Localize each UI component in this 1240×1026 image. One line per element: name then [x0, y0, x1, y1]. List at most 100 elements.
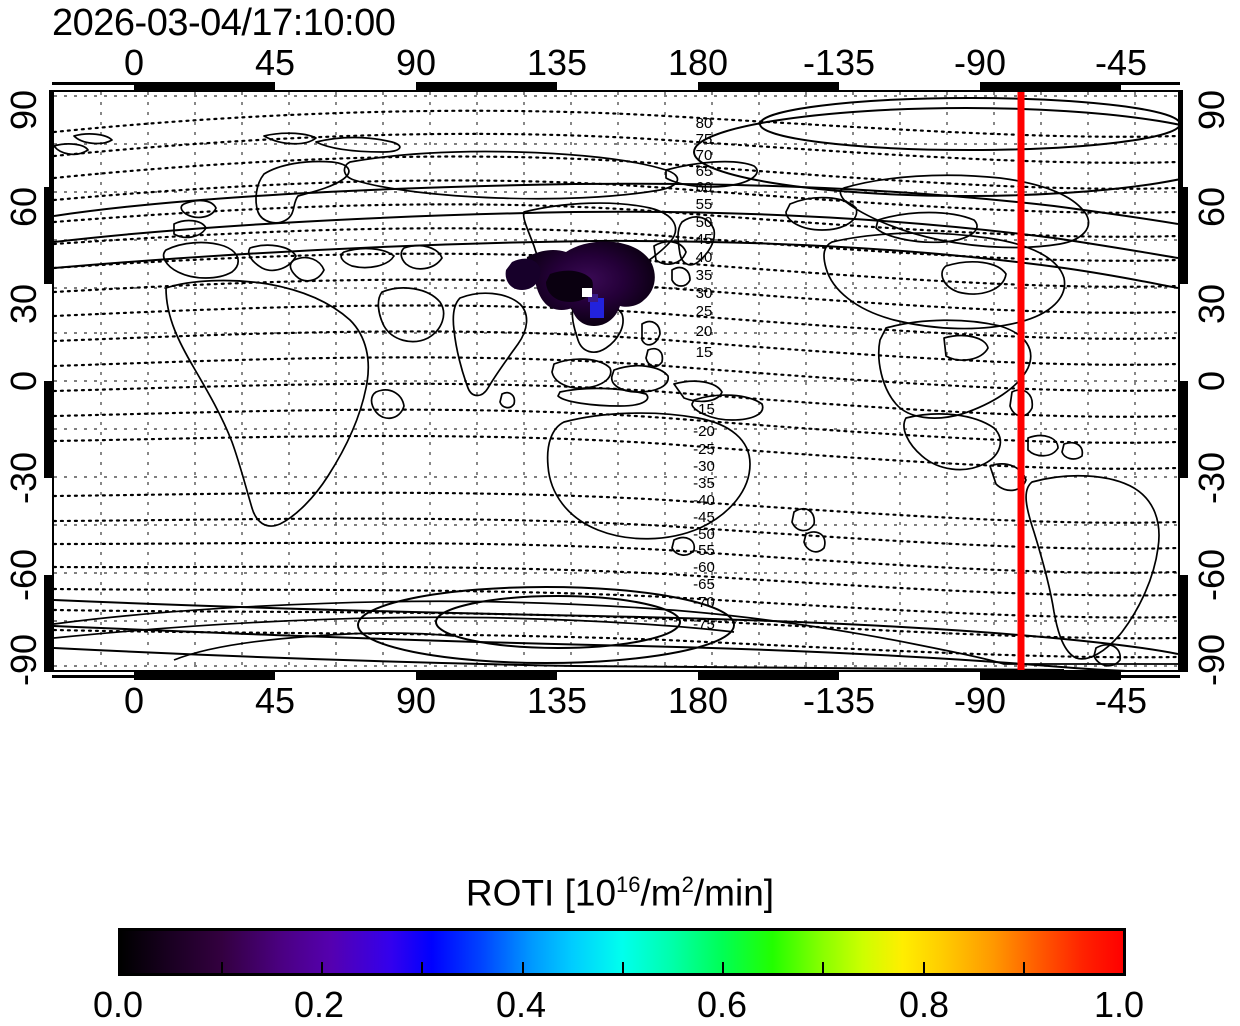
mlat-label-20: 20 [696, 323, 713, 340]
mlat-label-m70: -70 [693, 594, 715, 611]
page-title: 2026-03-04/17:10:00 [52, 2, 396, 44]
mlat-label-75: 75 [696, 131, 713, 148]
mlat-label-45: 45 [696, 231, 713, 248]
top-tick-45: 45 [254, 42, 296, 83]
right-tick-60: 60 [1191, 186, 1232, 228]
cb-label-0.4: 0.4 [495, 984, 547, 1025]
axis-bar-right-0 [1180, 90, 1183, 187]
top-tick-180: 180 [667, 42, 729, 83]
mlat-label-15: 15 [696, 344, 713, 361]
left-tick-0: 0 [3, 370, 44, 392]
top-tick-m135: -135 [802, 42, 876, 83]
mlat-label-m65: -65 [693, 576, 715, 593]
cb-label-0.0: 0.0 [92, 984, 144, 1025]
cb-label-0.8: 0.8 [898, 984, 950, 1025]
mlat-label-m40: -40 [693, 492, 715, 509]
cb-label-0.6: 0.6 [696, 984, 748, 1025]
mlat-label-m25: -25 [693, 441, 715, 458]
colorbar-title-rest: /m [640, 872, 682, 914]
bottom-tick-90: 90 [395, 680, 437, 721]
colorbar-title-end: /min] [693, 872, 775, 914]
mlat-label-60: 60 [696, 179, 713, 196]
bottom-tick-m135: -135 [802, 680, 876, 721]
cb-minor-tick-0.5 [622, 962, 624, 973]
right-tick-30: 30 [1191, 283, 1232, 325]
cb-minor-tick-0.3 [421, 962, 423, 973]
right-tick-m90: -90 [1191, 633, 1232, 687]
mlat-label-50: 50 [696, 214, 713, 231]
axis-bar-left-1 [44, 187, 52, 284]
bottom-tick-m45: -45 [1094, 680, 1148, 721]
axis-bar-top-0 [52, 82, 134, 85]
cb-minor-tick-0.1 [221, 962, 223, 973]
axis-bar-left-3 [44, 575, 52, 672]
mlat-label-m75: -75 [693, 616, 715, 633]
roti-data-patch[interactable] [505, 241, 655, 326]
right-tick-90: 90 [1191, 89, 1232, 131]
mlat-label-25: 25 [696, 303, 713, 320]
axis-bar-right-2 [1180, 381, 1188, 478]
cb-label-1.0: 1.0 [1093, 984, 1145, 1025]
cb-minor-tick-0.7 [822, 962, 824, 973]
axis-bar-bottom-1 [134, 672, 275, 680]
mlat-label-m45: -45 [693, 509, 715, 526]
axis-bar-left-2 [44, 381, 52, 478]
world-map-panel[interactable]: 80 75 70 65 60 55 50 45 40 35 30 25 20 1… [52, 90, 1180, 672]
axis-bar-top-5 [1121, 82, 1180, 85]
top-tick-m45: -45 [1094, 42, 1148, 83]
left-tick-30: 30 [3, 283, 44, 325]
right-tick-m60: -60 [1191, 548, 1232, 602]
left-tick-60: 60 [3, 186, 44, 228]
left-tick-m60: -60 [3, 548, 44, 602]
cb-minor-tick-0.9 [1023, 962, 1025, 973]
coastlines [54, 132, 1178, 667]
colorbar-title: ROTI [1016/m2/min] [466, 872, 774, 914]
mlat-label-30: 30 [696, 285, 713, 302]
mlat-label-m50: -50 [693, 526, 715, 543]
mlat-label-m35: -35 [693, 475, 715, 492]
left-tick-m90: -90 [3, 633, 44, 687]
right-tick-m30: -30 [1191, 451, 1232, 505]
bottom-tick-0: 0 [123, 680, 145, 721]
axis-bar-left-0 [49, 90, 52, 187]
mlat-label-m30: -30 [693, 458, 715, 475]
top-tick-0: 0 [123, 42, 145, 83]
mlat-label-m20: -20 [693, 423, 715, 440]
bottom-tick-135: 135 [526, 680, 588, 721]
colorbar-title-main: ROTI [10 [465, 872, 617, 914]
mlat-label-35: 35 [696, 267, 713, 284]
axis-bar-top-1 [134, 82, 275, 90]
mlat-label-70: 70 [696, 147, 713, 164]
colorbar-title-exp1: 16 [616, 872, 641, 897]
map-canvas: 80 75 70 65 60 55 50 45 40 35 30 25 20 1… [54, 92, 1178, 670]
axis-bar-bottom-3 [698, 672, 839, 680]
left-tick-90: 90 [3, 89, 44, 131]
geomagnetic-polar-contours [54, 97, 1178, 670]
axis-bar-bottom-0 [52, 675, 134, 678]
mlat-label-m15: -15 [693, 401, 715, 418]
right-tick-0: 0 [1191, 370, 1232, 392]
axis-bar-right-1 [1180, 187, 1188, 284]
axis-bar-top-4 [980, 82, 1121, 90]
roti-colorbar[interactable] [118, 928, 1126, 976]
cb-major-tick-0.8 [923, 962, 925, 973]
mlat-label-40: 40 [696, 249, 713, 266]
left-tick-m30: -30 [3, 451, 44, 505]
mlat-label-55: 55 [696, 196, 713, 213]
axis-bar-bottom-5 [1121, 675, 1180, 678]
axis-bar-bottom-4 [980, 672, 1121, 680]
cb-major-tick-0.4 [522, 962, 524, 973]
cb-major-tick-0.6 [722, 962, 724, 973]
mlat-label-m55: -55 [693, 542, 715, 559]
bottom-tick-45: 45 [254, 680, 296, 721]
axis-bar-bottom-2 [416, 672, 557, 680]
mlat-contour-labels: 80 75 70 65 60 55 50 45 40 35 30 25 20 1… [693, 115, 715, 633]
top-tick-135: 135 [526, 42, 588, 83]
axis-bar-top-3 [698, 82, 839, 90]
mlat-label-65: 65 [696, 163, 713, 180]
cb-label-0.2: 0.2 [293, 984, 345, 1025]
cb-major-tick-0.2 [321, 962, 323, 973]
mlat-label-m60: -60 [693, 559, 715, 576]
mlat-label-80: 80 [696, 115, 713, 132]
